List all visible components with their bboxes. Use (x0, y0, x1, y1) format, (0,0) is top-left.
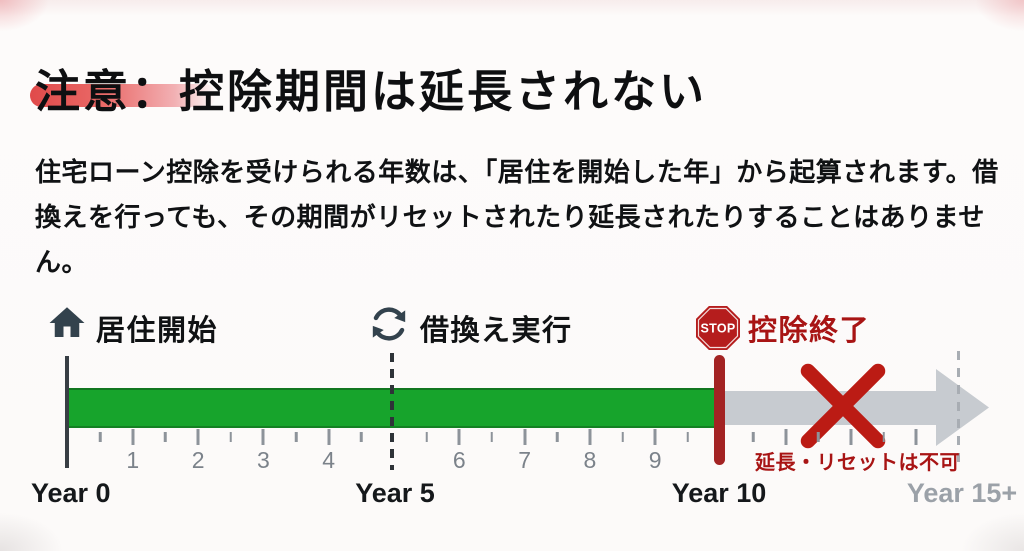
axis-tick-number: 7 (518, 447, 531, 473)
axis-tick (751, 432, 755, 442)
body-line: 換えを行っても、その期間がリセットされたり延長されたりすることはありませ (35, 202, 985, 232)
axis-tick (588, 429, 592, 445)
event-label-end: 控除終了 (748, 315, 871, 347)
axis-tick (817, 432, 820, 442)
axis-tick (490, 432, 494, 442)
year15-dashed-line (957, 351, 960, 468)
axis-tick (849, 429, 853, 445)
body-line: 住宅ローン控除を受けられる年数は、「居住を開始した年」から起算されます。借 (35, 157, 999, 187)
axis-tick (327, 429, 331, 445)
axis-tick (425, 432, 428, 442)
body-text: 住宅ローン控除を受けられる年数は、「居住を開始した年」から起算されます。借 換え… (35, 150, 1024, 285)
event-label-start: 居住開始 (96, 315, 219, 347)
stop-sign-text: STOP (700, 322, 735, 336)
event-label-refinance: 借換え実行 (420, 315, 573, 347)
axis-tick (686, 432, 690, 442)
timeline-start-line (65, 356, 69, 468)
refresh-icon (372, 307, 406, 341)
axis-tick (131, 429, 135, 445)
title-highlight (30, 84, 216, 107)
axis-tick-number: 6 (452, 447, 466, 473)
cross-icon (800, 363, 886, 449)
year-label-0: Year 0 (31, 478, 111, 508)
year-label-10: Year 10 (671, 478, 767, 508)
axis-tick (784, 429, 788, 445)
stop-sign-icon: STOP (696, 306, 740, 350)
axis-tick (360, 432, 363, 442)
axis-tick (457, 429, 461, 445)
timeline-arrowhead (936, 369, 989, 446)
axis-tick (523, 429, 527, 445)
axis-tick (621, 432, 624, 442)
year5-dashed-line (390, 353, 394, 470)
year-label-5: Year 5 (355, 478, 435, 508)
page-title: 注意：控除期間は延長されない (35, 66, 708, 118)
axis-tick (229, 432, 232, 442)
axis-tick-number: 4 (322, 447, 336, 473)
axis-tick (882, 432, 885, 442)
house-icon (49, 307, 85, 337)
axis-tick-number: 9 (648, 447, 662, 473)
axis-tick (556, 432, 559, 442)
axis-tick (261, 429, 265, 445)
axis-tick-number: 1 (126, 447, 140, 473)
axis-tick-number: 3 (256, 447, 270, 473)
annotation-text: 延長・リセットは不可 (755, 452, 960, 474)
axis-tick (196, 429, 200, 445)
axis-tick (98, 432, 102, 442)
axis-tick-number: 2 (191, 447, 205, 473)
axis-tick-number: 8 (583, 447, 597, 473)
year10-end-marker (714, 355, 725, 465)
axis-tick (294, 432, 298, 442)
axis-tick (653, 429, 657, 445)
year-label-15: Year 15+ (906, 478, 1018, 508)
axis-tick (164, 432, 167, 442)
body-line: ん。 (35, 247, 89, 277)
axis-tick (914, 429, 918, 445)
